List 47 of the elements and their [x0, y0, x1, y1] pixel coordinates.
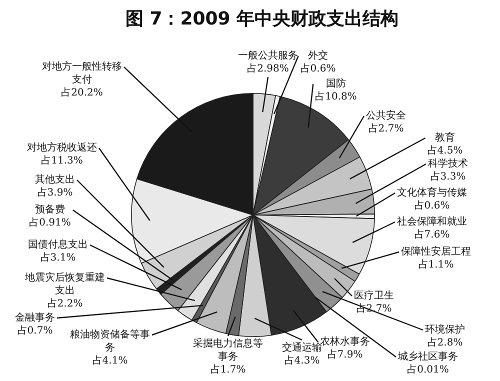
data-label: 占0.91% [29, 216, 71, 229]
data-label: 占7.6% [414, 228, 450, 241]
slice-label: 科学技术 [428, 158, 468, 170]
slice-label: 国防 [326, 78, 346, 90]
slice-label: 金融事务 [15, 312, 55, 324]
data-label: 占7.9% [327, 348, 363, 361]
slice-label: 地震灾后恢复重建支出 [24, 272, 105, 297]
slice-label: 城乡社区事务 [397, 350, 458, 363]
data-label: 占4.3% [284, 354, 320, 367]
chart-title: 图 7：2009 年中央财政支出结构 [125, 8, 399, 30]
slice-label: 对地方一般性转移支付 [42, 60, 122, 86]
data-label: 占0.01% [407, 364, 449, 376]
slice-label: 教育 [435, 132, 455, 144]
slice-label: 对地方税收返还 [27, 142, 97, 154]
slice-label: 粮油物资储备等事务 [70, 328, 150, 354]
slice-label: 预备费 [35, 204, 65, 216]
data-label: 占3.1% [40, 252, 76, 264]
data-label: 占2.8% [427, 336, 463, 349]
slice-label: 环境保护 [425, 324, 465, 336]
slice-label: 其他支出 [35, 174, 75, 186]
data-label: 占0.6% [414, 200, 450, 212]
data-label: 占0.6% [300, 62, 336, 75]
data-label: 占10.8% [315, 90, 357, 103]
data-label: 占2.7% [356, 302, 392, 315]
slice-label: 国债付息支出 [28, 238, 88, 251]
slice-label: 公共安全 [366, 110, 406, 122]
data-label: 占20.2% [61, 86, 103, 99]
data-label: 占11.3% [41, 154, 83, 167]
data-label: 占0.7% [17, 324, 53, 337]
slice-label: 社会保障和就业 [397, 216, 467, 228]
slice-label: 一般公共服务 [238, 50, 298, 62]
data-label: 占2.7% [368, 122, 404, 135]
data-label: 占4.1% [92, 354, 128, 367]
slice-label: 交通运输 [282, 342, 322, 354]
data-label: 占3.9% [37, 186, 73, 199]
data-label: 占1.7% [210, 364, 246, 376]
data-label: 占2.2% [47, 298, 83, 310]
data-label: 占4.5% [427, 144, 463, 157]
slice-label: 医疗卫生 [354, 290, 394, 302]
slice-label: 文化体育与传媒 [397, 186, 467, 199]
data-label: 占3.3% [430, 170, 466, 183]
data-label: 占2.98% [247, 62, 289, 75]
slice-label: 采掘电力信息等事务 [193, 338, 263, 363]
data-label: 占1.1% [418, 258, 454, 271]
slice-label: 保障性安居工程 [401, 246, 471, 258]
slice-label: 外交 [308, 50, 328, 62]
slice-label: 农林水事务 [320, 336, 370, 348]
